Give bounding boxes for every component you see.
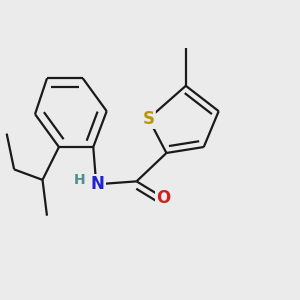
Text: H: H	[74, 173, 85, 187]
Text: O: O	[156, 189, 171, 207]
Text: S: S	[142, 110, 154, 128]
Text: N: N	[91, 175, 105, 193]
